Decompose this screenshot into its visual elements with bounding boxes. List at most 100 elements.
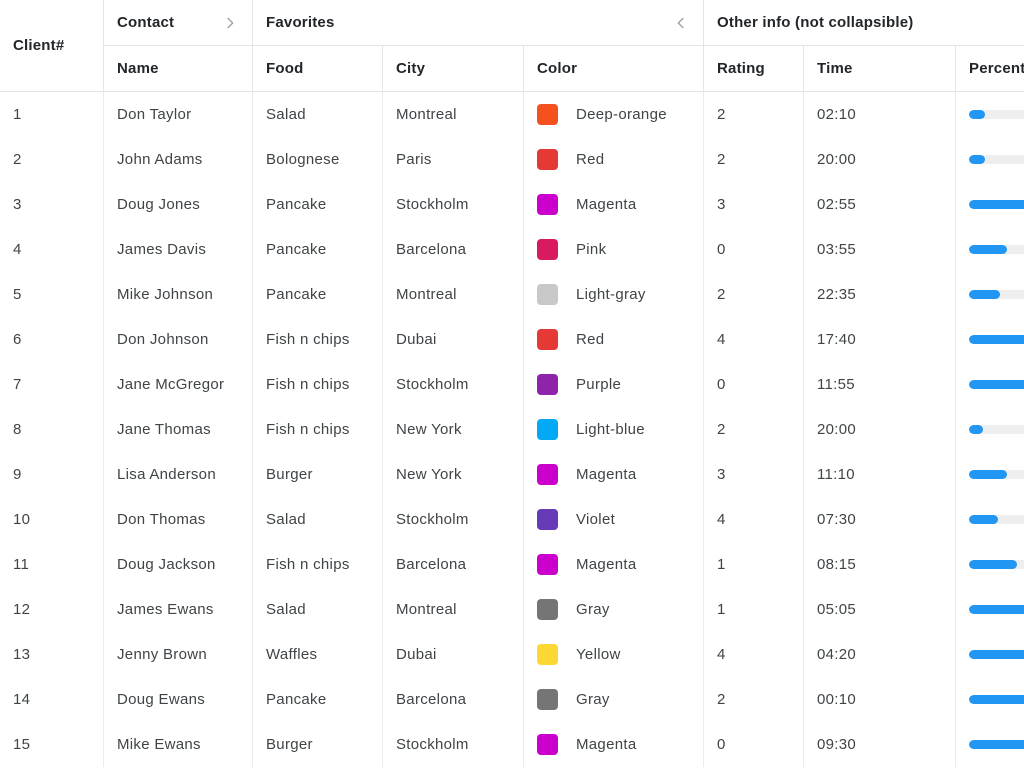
cell-rating[interactable]: 4 [704,632,804,677]
cell-percent[interactable] [956,542,1024,587]
cell-rating[interactable]: 0 [704,362,804,407]
cell-rating[interactable]: 3 [704,452,804,497]
cell-client-number[interactable]: 14 [0,677,104,722]
column-header-food[interactable]: Food [253,46,383,91]
cell-percent[interactable] [956,182,1024,227]
table-row[interactable]: 3 Doug Jones Pancake Stockholm Magenta 3… [0,182,1024,227]
cell-color[interactable]: Yellow [524,632,704,677]
cell-time[interactable]: 04:20 [804,632,956,677]
cell-food[interactable]: Fish n chips [253,407,383,452]
cell-rating[interactable]: 2 [704,137,804,182]
cell-name[interactable]: John Adams [104,137,253,182]
column-header-city[interactable]: City [383,46,524,91]
cell-color[interactable]: Red [524,317,704,362]
cell-time[interactable]: 22:35 [804,272,956,317]
cell-name[interactable]: Jane Thomas [104,407,253,452]
cell-city[interactable]: Barcelona [383,677,524,722]
cell-client-number[interactable]: 13 [0,632,104,677]
cell-city[interactable]: Montreal [383,587,524,632]
cell-time[interactable]: 03:55 [804,227,956,272]
table-row[interactable]: 12 James Ewans Salad Montreal Gray 1 05:… [0,587,1024,632]
cell-time[interactable]: 02:10 [804,92,956,137]
cell-client-number[interactable]: 1 [0,92,104,137]
table-row[interactable]: 14 Doug Ewans Pancake Barcelona Gray 2 0… [0,677,1024,722]
cell-name[interactable]: Mike Ewans [104,722,253,767]
table-row[interactable]: 2 John Adams Bolognese Paris Red 2 20:00 [0,137,1024,182]
table-row[interactable]: 11 Doug Jackson Fish n chips Barcelona M… [0,542,1024,587]
cell-time[interactable]: 09:30 [804,722,956,767]
cell-food[interactable]: Fish n chips [253,542,383,587]
cell-name[interactable]: Lisa Anderson [104,452,253,497]
cell-city[interactable]: Dubai [383,632,524,677]
cell-city[interactable]: New York [383,452,524,497]
cell-food[interactable]: Salad [253,92,383,137]
cell-city[interactable]: Stockholm [383,722,524,767]
column-header-percent[interactable]: Percent [969,60,1024,77]
cell-time[interactable]: 08:15 [804,542,956,587]
cell-food[interactable]: Pancake [253,227,383,272]
cell-color[interactable]: Purple [524,362,704,407]
cell-name[interactable]: Don Thomas [104,497,253,542]
table-row[interactable]: 7 Jane McGregor Fish n chips Stockholm P… [0,362,1024,407]
chevron-left-icon[interactable] [673,15,689,31]
table-row[interactable]: 1 Don Taylor Salad Montreal Deep-orange … [0,92,1024,137]
cell-rating[interactable]: 0 [704,227,804,272]
cell-time[interactable]: 05:05 [804,587,956,632]
cell-food[interactable]: Salad [253,587,383,632]
cell-city[interactable]: Stockholm [383,362,524,407]
cell-color[interactable]: Red [524,137,704,182]
cell-percent[interactable] [956,497,1024,542]
cell-color[interactable]: Gray [524,677,704,722]
cell-food[interactable]: Fish n chips [253,317,383,362]
cell-color[interactable]: Light-blue [524,407,704,452]
cell-name[interactable]: Doug Ewans [104,677,253,722]
cell-food[interactable]: Burger [253,722,383,767]
cell-name[interactable]: Don Taylor [104,92,253,137]
cell-client-number[interactable]: 9 [0,452,104,497]
cell-food[interactable]: Salad [253,497,383,542]
cell-percent[interactable] [956,272,1024,317]
cell-client-number[interactable]: 10 [0,497,104,542]
cell-food[interactable]: Waffles [253,632,383,677]
cell-food[interactable]: Pancake [253,677,383,722]
cell-rating[interactable]: 2 [704,677,804,722]
cell-food[interactable]: Pancake [253,182,383,227]
cell-color[interactable]: Pink [524,227,704,272]
cell-client-number[interactable]: 2 [0,137,104,182]
cell-client-number[interactable]: 6 [0,317,104,362]
cell-client-number[interactable]: 11 [0,542,104,587]
cell-client-number[interactable]: 12 [0,587,104,632]
cell-color[interactable]: Deep-orange [524,92,704,137]
column-group-favorites[interactable]: Favorites [253,0,704,45]
column-group-contact[interactable]: Contact [104,0,253,45]
cell-percent[interactable] [956,587,1024,632]
table-row[interactable]: 10 Don Thomas Salad Stockholm Violet 4 0… [0,497,1024,542]
cell-city[interactable]: Stockholm [383,182,524,227]
table-row[interactable]: 5 Mike Johnson Pancake Montreal Light-gr… [0,272,1024,317]
cell-percent[interactable] [956,227,1024,272]
table-row[interactable]: 15 Mike Ewans Burger Stockholm Magenta 0… [0,722,1024,767]
column-header-rating[interactable]: Rating [704,46,804,91]
cell-percent[interactable] [956,722,1024,767]
cell-color[interactable]: Light-gray [524,272,704,317]
cell-percent[interactable] [956,452,1024,497]
cell-percent[interactable] [956,137,1024,182]
cell-rating[interactable]: 2 [704,92,804,137]
cell-client-number[interactable]: 4 [0,227,104,272]
cell-color[interactable]: Magenta [524,452,704,497]
table-row[interactable]: 13 Jenny Brown Waffles Dubai Yellow 4 04… [0,632,1024,677]
cell-rating[interactable]: 1 [704,542,804,587]
cell-city[interactable]: Paris [383,137,524,182]
table-row[interactable]: 8 Jane Thomas Fish n chips New York Ligh… [0,407,1024,452]
cell-name[interactable]: Jenny Brown [104,632,253,677]
cell-name[interactable]: James Ewans [104,587,253,632]
cell-city[interactable]: Dubai [383,317,524,362]
cell-city[interactable]: New York [383,407,524,452]
cell-name[interactable]: Jane McGregor [104,362,253,407]
cell-name[interactable]: Doug Jones [104,182,253,227]
cell-percent[interactable] [956,362,1024,407]
cell-client-number[interactable]: 8 [0,407,104,452]
cell-food[interactable]: Fish n chips [253,362,383,407]
cell-client-number[interactable]: 15 [0,722,104,767]
cell-rating[interactable]: 4 [704,497,804,542]
